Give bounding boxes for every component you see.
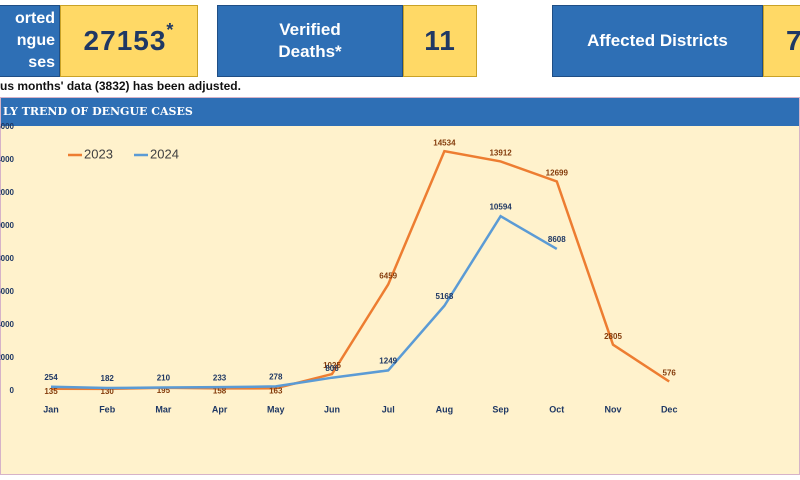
x-tick-label: Feb bbox=[99, 404, 116, 414]
x-tick-label: Oct bbox=[549, 404, 564, 414]
y-tick-label: 0 bbox=[10, 386, 15, 395]
data-label: 13912 bbox=[489, 149, 512, 158]
x-tick-label: Jun bbox=[324, 404, 340, 414]
tile-label: Verified Deaths* bbox=[217, 5, 403, 77]
asterisk: * bbox=[166, 20, 175, 40]
data-label: 210 bbox=[157, 374, 171, 383]
data-label: 14534 bbox=[433, 138, 456, 147]
x-tick-label: May bbox=[267, 404, 285, 414]
data-label: 1249 bbox=[379, 357, 397, 366]
tile-text: Affected Districts bbox=[587, 31, 728, 50]
data-label: 254 bbox=[44, 373, 58, 382]
x-tick-label: Sep bbox=[492, 404, 509, 414]
x-tick-label: Dec bbox=[661, 404, 678, 414]
x-tick-label: Aug bbox=[436, 404, 454, 414]
data-label: 5168 bbox=[436, 292, 454, 301]
note: us months' data (3832) has been adjusted… bbox=[0, 79, 241, 93]
tile-text: Verified bbox=[279, 20, 341, 39]
data-label: 1025 bbox=[323, 361, 341, 370]
y-tick-label: 10000 bbox=[0, 221, 15, 230]
x-tick-label: Jul bbox=[382, 404, 395, 414]
y-tick-label: 6000 bbox=[0, 287, 15, 296]
data-label: 2805 bbox=[604, 332, 622, 341]
series-line bbox=[50, 214, 558, 390]
tile-text: ses bbox=[28, 54, 55, 71]
tile-number: 7 bbox=[786, 25, 800, 56]
y-tick-label: 8000 bbox=[0, 254, 15, 263]
tile-number: 27153 bbox=[83, 25, 167, 56]
data-label: 8608 bbox=[548, 235, 566, 244]
data-label: 576 bbox=[663, 369, 677, 378]
data-label: 278 bbox=[269, 373, 283, 382]
x-tick-label: Apr bbox=[212, 404, 228, 414]
y-tick-label: 16000 bbox=[0, 122, 15, 131]
tile-text: ngue bbox=[16, 32, 55, 49]
chart-title: LY TREND OF DENGUE CASES bbox=[1, 98, 799, 126]
data-label: 12699 bbox=[546, 169, 569, 178]
tile-label: orted ngue ses bbox=[0, 5, 60, 77]
legend-label: 2024 bbox=[150, 146, 179, 161]
y-tick-label: 2000 bbox=[0, 353, 15, 362]
x-tick-label: Mar bbox=[155, 404, 172, 414]
tile-text: Deaths* bbox=[278, 42, 342, 61]
x-tick-label: Jan bbox=[43, 404, 59, 414]
data-label: 195 bbox=[157, 386, 171, 395]
y-tick-label: 14000 bbox=[0, 155, 15, 164]
data-label: 6459 bbox=[379, 272, 397, 281]
data-label: 163 bbox=[269, 386, 283, 395]
tile-value: 27153 * bbox=[60, 5, 198, 77]
data-label: 135 bbox=[44, 387, 58, 396]
y-tick-label: 12000 bbox=[0, 188, 15, 197]
chart-panel: LY TREND OF DENGUE CASES bbox=[0, 97, 800, 475]
tile-text: orted bbox=[15, 10, 55, 27]
tile-label: Affected Districts bbox=[552, 5, 763, 77]
data-label: 806 bbox=[325, 364, 339, 373]
tile-number: 11 bbox=[424, 25, 456, 56]
data-label: 130 bbox=[101, 387, 115, 396]
series-line bbox=[50, 149, 670, 391]
data-label: 10594 bbox=[489, 202, 512, 211]
x-tick-label: Nov bbox=[604, 404, 621, 414]
data-label: 182 bbox=[101, 374, 115, 383]
tile-value: 11 bbox=[403, 5, 477, 77]
y-tick-label: 4000 bbox=[0, 320, 15, 329]
tile-value: 7 bbox=[763, 5, 800, 77]
data-label: 233 bbox=[213, 373, 227, 382]
legend-label: 2023 bbox=[84, 146, 113, 161]
data-label: 158 bbox=[213, 387, 227, 396]
